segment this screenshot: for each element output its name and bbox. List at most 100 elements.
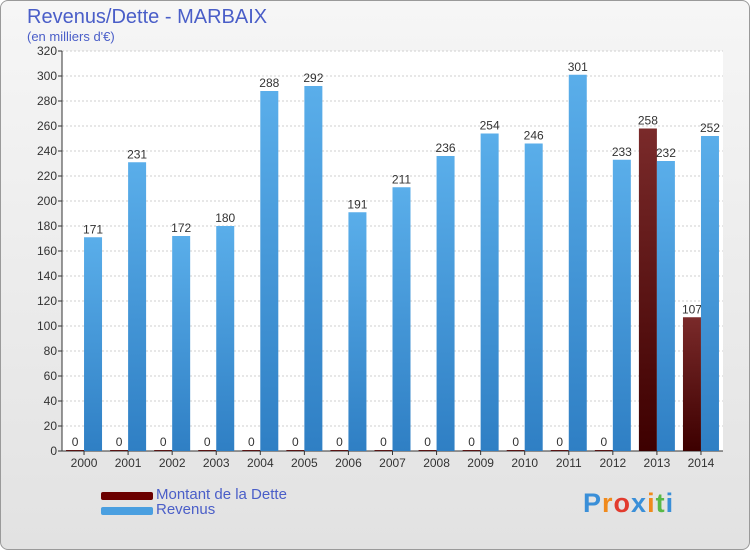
x-tick-label: 2006 [335, 456, 362, 470]
logo-letter: t [655, 488, 666, 518]
revenue-bar [84, 237, 103, 451]
legend-swatch-dette [101, 492, 153, 500]
x-tick-label: 2005 [291, 456, 318, 470]
y-tick-label: 100 [37, 319, 57, 333]
y-tick-label: 260 [37, 119, 57, 133]
debt-bar-label: 107 [682, 302, 702, 316]
logo-letter: P [583, 488, 603, 518]
revenue-bar [436, 156, 455, 451]
debt-bar-label: 0 [336, 435, 343, 449]
debt-bar-label: 0 [160, 435, 167, 449]
debt-bar-label: 0 [556, 435, 563, 449]
revenue-bar [700, 136, 719, 451]
revenue-bar [612, 159, 631, 451]
y-tick-label: 0 [50, 444, 57, 458]
legend-label-revenus: Revenus [156, 501, 216, 518]
debt-bar-label: 0 [248, 435, 255, 449]
y-tick-label: 320 [37, 44, 57, 58]
revenue-bar [348, 212, 367, 451]
y-tick-label: 180 [37, 219, 57, 233]
y-tick-label: 300 [37, 69, 57, 83]
debt-bar [110, 450, 129, 451]
revenue-bar-label: 232 [656, 146, 676, 160]
debt-bar-label: 0 [468, 435, 475, 449]
y-tick-label: 160 [37, 244, 57, 258]
x-tick-label: 2004 [247, 456, 274, 470]
revenue-bar-label: 172 [171, 221, 191, 235]
x-tick-label: 2000 [71, 456, 98, 470]
debt-bar [682, 317, 701, 451]
revenue-bar [392, 187, 411, 451]
debt-bar [330, 450, 349, 451]
debt-bar [638, 128, 657, 451]
revenue-bar [480, 133, 499, 451]
revenue-bar-label: 236 [436, 141, 456, 155]
revenue-bar-label: 171 [83, 222, 103, 236]
y-tick-label: 60 [44, 369, 58, 383]
revenue-bar [260, 91, 279, 451]
debt-bar [66, 450, 85, 451]
debt-bar-label: 0 [512, 435, 519, 449]
y-tick-label: 80 [44, 344, 58, 358]
revenue-bar-label: 246 [524, 129, 544, 143]
chart-title: Revenus/Dette - MARBAIX [27, 6, 268, 28]
debt-bar [154, 450, 173, 451]
debt-bar [242, 450, 261, 451]
x-tick-label: 2003 [203, 456, 230, 470]
revenue-bar-label: 301 [568, 60, 588, 74]
revenue-bar-label: 180 [215, 211, 235, 225]
legend-label-dette: Montant de la Dette [156, 486, 287, 503]
debt-bar-label: 0 [424, 435, 431, 449]
logo-letter: i [665, 488, 675, 518]
revenue-bar [128, 162, 147, 451]
y-tick-label: 140 [37, 269, 57, 283]
revenue-bar-label: 252 [700, 121, 720, 135]
x-tick-label: 2013 [644, 456, 671, 470]
debt-bar [418, 450, 437, 451]
y-tick-label: 220 [37, 169, 57, 183]
debt-bar [550, 450, 569, 451]
revenue-bar [216, 226, 235, 451]
logo-letter: i [647, 488, 656, 518]
debt-bar-label: 0 [204, 435, 211, 449]
y-tick-label: 280 [37, 94, 57, 108]
y-tick-label: 20 [44, 419, 58, 433]
chart-subtitle: (en milliers d'€) [27, 29, 115, 44]
revenue-bar-label: 191 [347, 197, 367, 211]
x-tick-label: 2012 [599, 456, 626, 470]
legend-swatch-revenus [101, 507, 153, 515]
revenue-bar [172, 236, 191, 451]
x-tick-label: 2009 [467, 456, 494, 470]
debt-bar-label: 0 [72, 435, 79, 449]
debt-bar [594, 450, 613, 451]
x-tick-label: 2002 [159, 456, 186, 470]
revenue-bar-label: 292 [303, 71, 323, 85]
debt-bar-label: 0 [380, 435, 387, 449]
x-tick-label: 2007 [379, 456, 406, 470]
revenue-bar [304, 86, 323, 451]
revenue-bar-label: 233 [612, 145, 632, 159]
logo-letter: x [631, 488, 648, 518]
logo-letter: o [613, 488, 632, 518]
x-tick-label: 2001 [115, 456, 142, 470]
debt-bar-label: 0 [116, 435, 123, 449]
x-tick-label: 2014 [688, 456, 715, 470]
revenue-bar-label: 288 [259, 76, 279, 90]
debt-bar [462, 450, 481, 451]
debt-bar-label: 0 [292, 435, 299, 449]
debt-bar-label: 0 [600, 435, 607, 449]
revenue-bar-label: 211 [392, 172, 411, 186]
y-tick-label: 240 [37, 144, 57, 158]
revenue-bar [656, 161, 675, 451]
revenue-bar [568, 74, 587, 451]
revenue-bar-label: 231 [127, 147, 147, 161]
debt-bar [374, 450, 393, 451]
y-tick-label: 40 [44, 394, 58, 408]
debt-bar [506, 450, 525, 451]
proxiti-logo: Proxiti [583, 488, 674, 519]
revenue-bar [524, 143, 543, 451]
x-tick-label: 2008 [423, 456, 450, 470]
y-tick-label: 200 [37, 194, 57, 208]
debt-bar-label: 258 [638, 114, 658, 128]
